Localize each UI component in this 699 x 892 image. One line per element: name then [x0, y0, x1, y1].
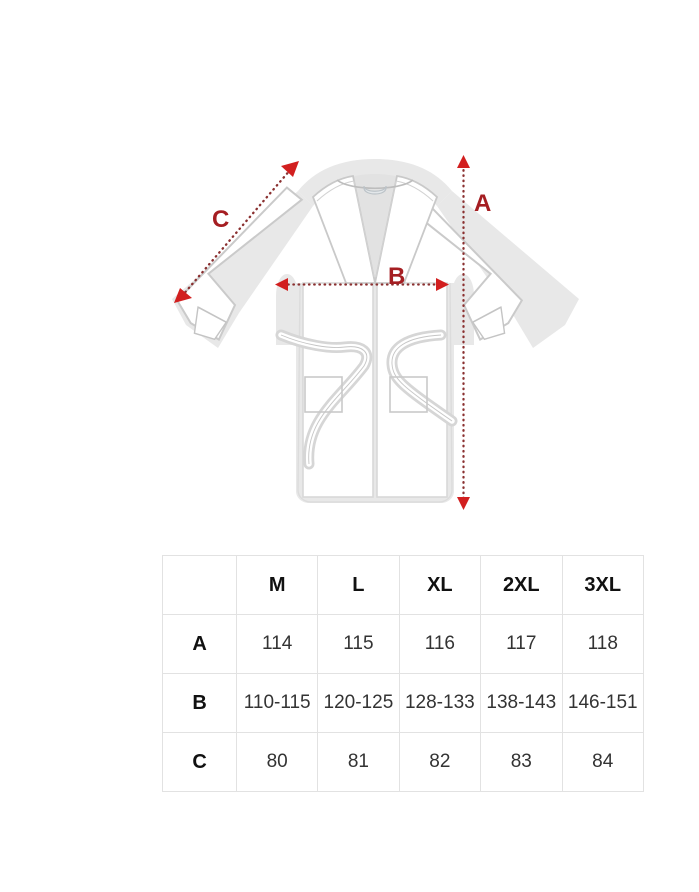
svg-text:A: A [474, 190, 491, 217]
svg-text:B: B [388, 263, 405, 290]
svg-text:C: C [212, 206, 229, 233]
